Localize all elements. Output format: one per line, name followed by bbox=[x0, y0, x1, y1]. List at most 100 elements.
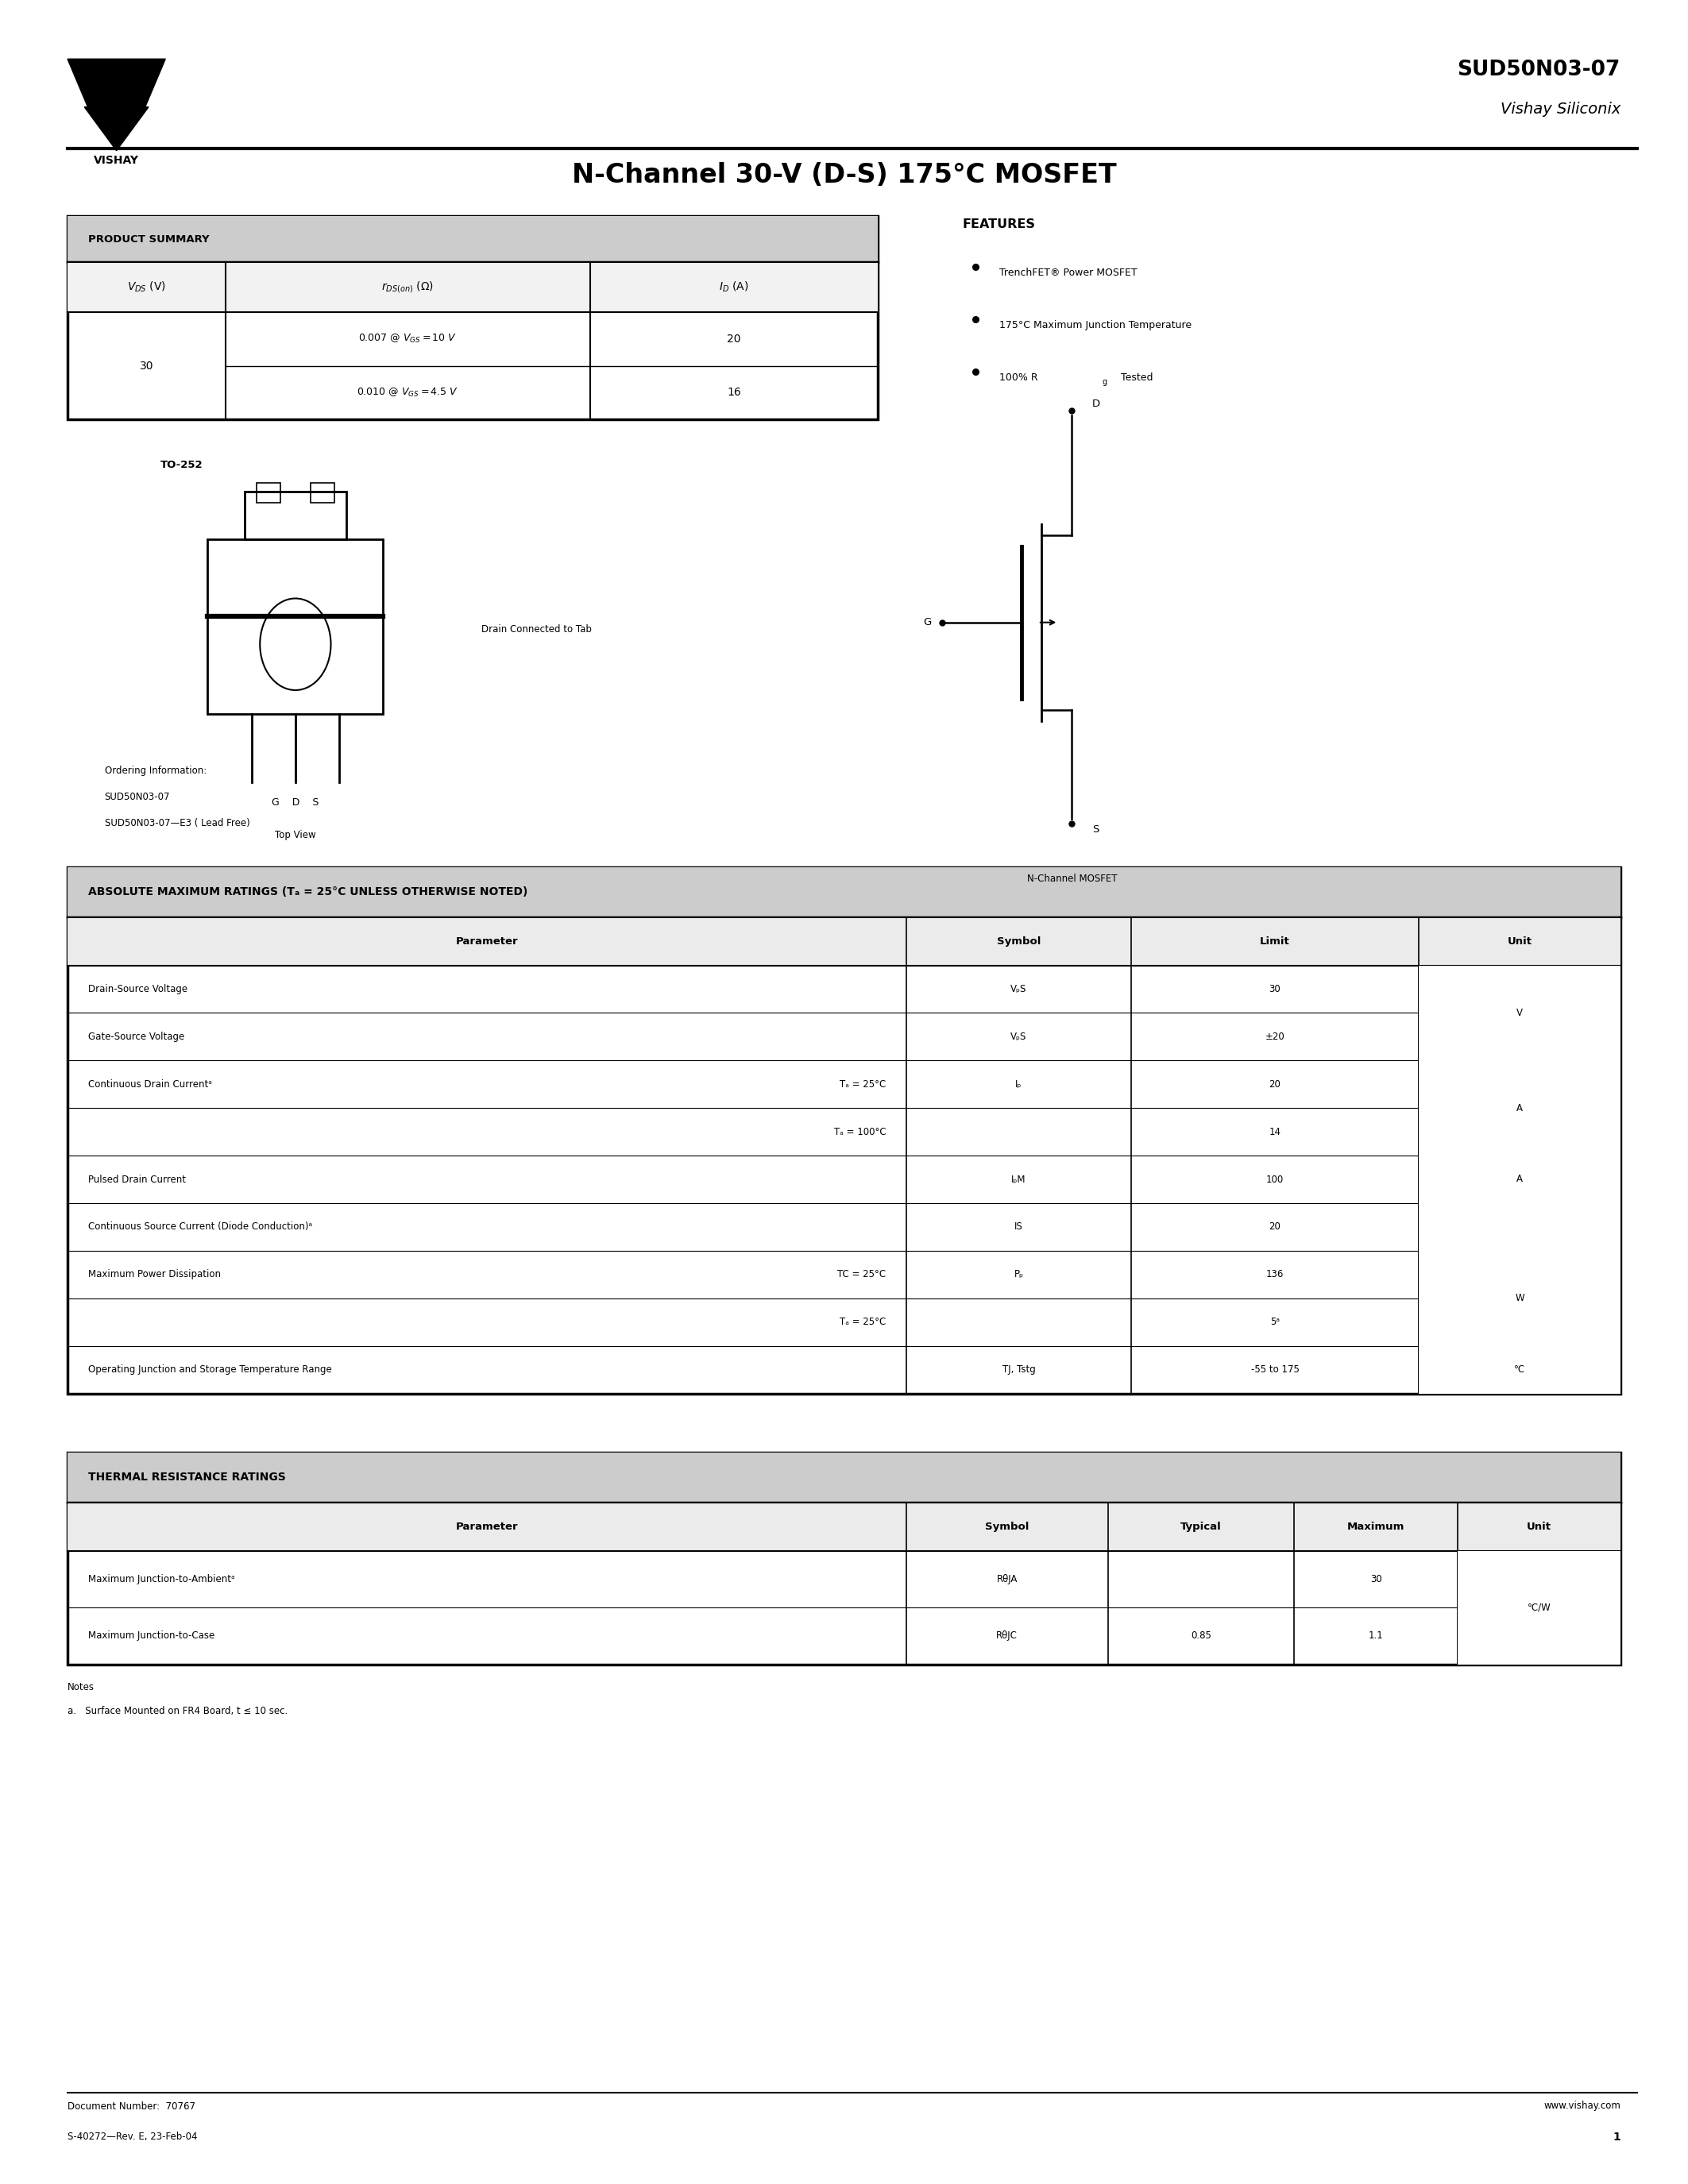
Text: Vishay Siliconix: Vishay Siliconix bbox=[1501, 103, 1620, 116]
Text: 1: 1 bbox=[1612, 2132, 1620, 2143]
Text: www.vishay.com: www.vishay.com bbox=[1543, 2101, 1620, 2112]
Text: 14: 14 bbox=[1269, 1127, 1281, 1138]
Text: V: V bbox=[1516, 1031, 1523, 1042]
Text: W: W bbox=[1514, 1293, 1524, 1304]
Text: TC = 25°C: TC = 25°C bbox=[837, 1269, 886, 1280]
Text: 175°C Maximum Junction Temperature: 175°C Maximum Junction Temperature bbox=[999, 321, 1192, 330]
Bar bbox=[68, 867, 1620, 1393]
Text: Limit: Limit bbox=[1259, 937, 1290, 946]
Text: g: g bbox=[1102, 378, 1107, 387]
Text: Symbol: Symbol bbox=[996, 937, 1041, 946]
Text: a.   Surface Mounted on FR4 Board, t ≤ 10 sec.: a. Surface Mounted on FR4 Board, t ≤ 10 … bbox=[68, 1706, 287, 1717]
Text: A: A bbox=[1516, 1175, 1523, 1184]
Text: Symbol: Symbol bbox=[986, 1522, 1030, 1531]
Bar bbox=[1418, 1345, 1620, 1393]
Bar bbox=[1457, 1551, 1620, 1664]
Bar bbox=[1418, 965, 1620, 1061]
Text: $0.010\ @\ V_{GS} = 4.5\ V$: $0.010\ @\ V_{GS} = 4.5\ V$ bbox=[356, 387, 459, 397]
Text: Tₐ = 25°C: Tₐ = 25°C bbox=[839, 1079, 886, 1090]
Text: G: G bbox=[923, 618, 932, 627]
Bar bbox=[68, 262, 878, 312]
Bar bbox=[1418, 1061, 1620, 1155]
Bar bbox=[68, 1503, 1620, 1551]
Text: TrenchFET® Power MOSFET: TrenchFET® Power MOSFET bbox=[999, 269, 1138, 277]
Text: 100: 100 bbox=[1266, 1175, 1285, 1184]
Text: Unit: Unit bbox=[1507, 937, 1531, 946]
Text: Maximum Power Dissipation: Maximum Power Dissipation bbox=[88, 1269, 221, 1280]
Text: Parameter: Parameter bbox=[456, 937, 518, 946]
Text: Drain-Source Voltage: Drain-Source Voltage bbox=[88, 985, 187, 994]
Text: 30: 30 bbox=[140, 360, 154, 371]
Text: 1.1: 1.1 bbox=[1369, 1631, 1384, 1640]
Text: 5ᵃ: 5ᵃ bbox=[1269, 1317, 1280, 1328]
Text: Document Number:  70767: Document Number: 70767 bbox=[68, 2101, 196, 2112]
Text: 16: 16 bbox=[728, 387, 741, 397]
Text: Unit: Unit bbox=[1526, 1522, 1551, 1531]
Text: RθJA: RθJA bbox=[996, 1575, 1018, 1583]
Text: IS: IS bbox=[1014, 1221, 1023, 1232]
Bar bbox=[1418, 1155, 1620, 1203]
Bar bbox=[311, 483, 334, 502]
Text: -55 to 175: -55 to 175 bbox=[1251, 1365, 1300, 1374]
Text: V: V bbox=[1516, 985, 1523, 994]
Bar bbox=[208, 539, 383, 714]
Text: Pulsed Drain Current: Pulsed Drain Current bbox=[88, 1175, 186, 1184]
Bar bbox=[68, 1452, 1620, 1503]
Bar bbox=[1418, 1013, 1620, 1061]
Text: ABSOLUTE MAXIMUM RATINGS (Tₐ = 25°C UNLESS OTHERWISE NOTED): ABSOLUTE MAXIMUM RATINGS (Tₐ = 25°C UNLE… bbox=[88, 887, 527, 898]
Bar bbox=[257, 483, 280, 502]
Text: Typical: Typical bbox=[1180, 1522, 1222, 1531]
Text: $I_{D}$ (A): $I_{D}$ (A) bbox=[719, 280, 749, 295]
Text: RθJC: RθJC bbox=[996, 1631, 1018, 1640]
Text: Tₐ = 100°C: Tₐ = 100°C bbox=[834, 1127, 886, 1138]
Text: $0.007\ @\ V_{GS} = 10\ V$: $0.007\ @\ V_{GS} = 10\ V$ bbox=[358, 334, 457, 345]
Text: Gate-Source Voltage: Gate-Source Voltage bbox=[88, 1031, 184, 1042]
Text: FEATURES: FEATURES bbox=[962, 218, 1035, 229]
Text: Continuous Drain Currentᵃ: Continuous Drain Currentᵃ bbox=[88, 1079, 211, 1090]
Text: S: S bbox=[1092, 826, 1099, 834]
Bar bbox=[68, 917, 1620, 965]
Bar bbox=[68, 1452, 1620, 1664]
Text: Iₚ: Iₚ bbox=[1016, 1079, 1021, 1090]
Text: PRODUCT SUMMARY: PRODUCT SUMMARY bbox=[88, 234, 209, 245]
Text: $V_{DS}$ (V): $V_{DS}$ (V) bbox=[127, 280, 165, 295]
Text: Tₐ = 25°C: Tₐ = 25°C bbox=[839, 1317, 886, 1328]
Text: 20: 20 bbox=[1269, 1221, 1281, 1232]
Text: G    D    S: G D S bbox=[272, 797, 319, 808]
Text: S-40272—Rev. E, 23-Feb-04: S-40272—Rev. E, 23-Feb-04 bbox=[68, 2132, 197, 2143]
Text: 20: 20 bbox=[728, 334, 741, 345]
Polygon shape bbox=[68, 59, 165, 107]
Polygon shape bbox=[84, 107, 149, 151]
Text: Continuous Source Current (Diode Conduction)ᵃ: Continuous Source Current (Diode Conduct… bbox=[88, 1221, 312, 1232]
Bar bbox=[68, 867, 1620, 917]
Text: THERMAL RESISTANCE RATINGS: THERMAL RESISTANCE RATINGS bbox=[88, 1472, 285, 1483]
Text: Parameter: Parameter bbox=[456, 1522, 518, 1531]
Text: °C/W: °C/W bbox=[1528, 1603, 1551, 1612]
Text: SUD50N03-07: SUD50N03-07 bbox=[1457, 59, 1620, 81]
Text: VₚS: VₚS bbox=[1011, 1031, 1026, 1042]
Text: TO-252: TO-252 bbox=[160, 461, 203, 470]
Text: 100% R: 100% R bbox=[999, 373, 1038, 382]
Text: D: D bbox=[1092, 400, 1101, 408]
Text: V: V bbox=[1516, 1007, 1523, 1018]
Text: SUD50N03-07—E3 ( Lead Free): SUD50N03-07—E3 ( Lead Free) bbox=[105, 819, 250, 828]
Text: Maximum: Maximum bbox=[1347, 1522, 1404, 1531]
Bar bbox=[245, 491, 346, 539]
Bar bbox=[1418, 1251, 1620, 1345]
Text: 30: 30 bbox=[1371, 1575, 1382, 1583]
Text: °C: °C bbox=[1514, 1365, 1526, 1374]
Text: Top View: Top View bbox=[275, 830, 316, 841]
Text: Pₚ: Pₚ bbox=[1014, 1269, 1023, 1280]
Text: $r_{DS(on)}$ ($\Omega$): $r_{DS(on)}$ ($\Omega$) bbox=[381, 280, 434, 295]
Text: IₚM: IₚM bbox=[1011, 1175, 1026, 1184]
Text: 136: 136 bbox=[1266, 1269, 1285, 1280]
Text: Notes: Notes bbox=[68, 1682, 95, 1693]
Text: Drain Connected to Tab: Drain Connected to Tab bbox=[481, 625, 591, 633]
Bar bbox=[1418, 965, 1620, 1013]
Text: N-Channel MOSFET: N-Channel MOSFET bbox=[1026, 874, 1117, 885]
Bar bbox=[1418, 1203, 1620, 1251]
Text: A: A bbox=[1516, 1103, 1523, 1114]
Text: TJ, Tstg: TJ, Tstg bbox=[1003, 1365, 1035, 1374]
Text: VₚS: VₚS bbox=[1011, 985, 1026, 994]
Text: ±20: ±20 bbox=[1264, 1031, 1285, 1042]
